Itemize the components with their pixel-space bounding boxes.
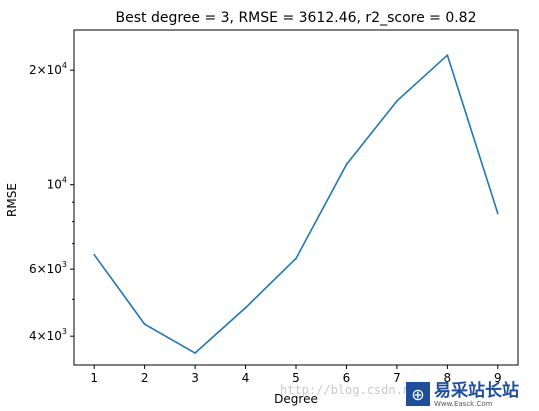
y-axis-label: RMSE: [5, 183, 19, 217]
chart-title: Best degree = 3, RMSE = 3612.46, r2_scor…: [116, 10, 477, 26]
x-axis-label: Degree: [274, 392, 318, 406]
data-point: [446, 54, 449, 56]
y-tick-label: 104: [47, 176, 67, 192]
watermark-url: http://blog.csdn.n: [280, 383, 410, 397]
data-point: [497, 212, 499, 215]
x-tick-label: 3: [191, 371, 199, 385]
data-point: [396, 100, 398, 102]
x-tick-label: 6: [343, 371, 351, 385]
data-point: [194, 352, 196, 354]
x-tick-label: 8: [444, 371, 452, 385]
x-tick-label: 4: [242, 371, 250, 385]
watermark-logo-box: [406, 382, 430, 406]
data-point: [143, 323, 146, 326]
x-tick-label: 7: [393, 371, 401, 385]
watermark-logo-sub: Www.Easck.Com: [434, 400, 493, 408]
data-point: [93, 253, 95, 256]
plot-area: 1 2 3 4 5 6 7 8 9 4×103 6×103 104 2×104: [29, 29, 519, 385]
y-tick-label: 2×104: [29, 61, 67, 77]
data-point: [295, 257, 297, 260]
watermark: http://blog.csdn.n ⊕ 易采站长站 Www.Easck.Com: [280, 380, 519, 408]
x-tick-label: 1: [90, 371, 98, 385]
watermark-logo-text: 易采站长站: [434, 380, 519, 401]
data-point: [345, 163, 348, 166]
x-tick-label: 2: [141, 371, 149, 385]
watermark-logo-icon: ⊕: [411, 385, 424, 404]
data-point: [244, 306, 247, 309]
x-tick-label: 5: [292, 371, 300, 385]
x-tick-label: 9: [494, 371, 502, 385]
y-tick-label: 6×103: [29, 260, 67, 276]
y-tick-label: 4×103: [29, 327, 67, 343]
